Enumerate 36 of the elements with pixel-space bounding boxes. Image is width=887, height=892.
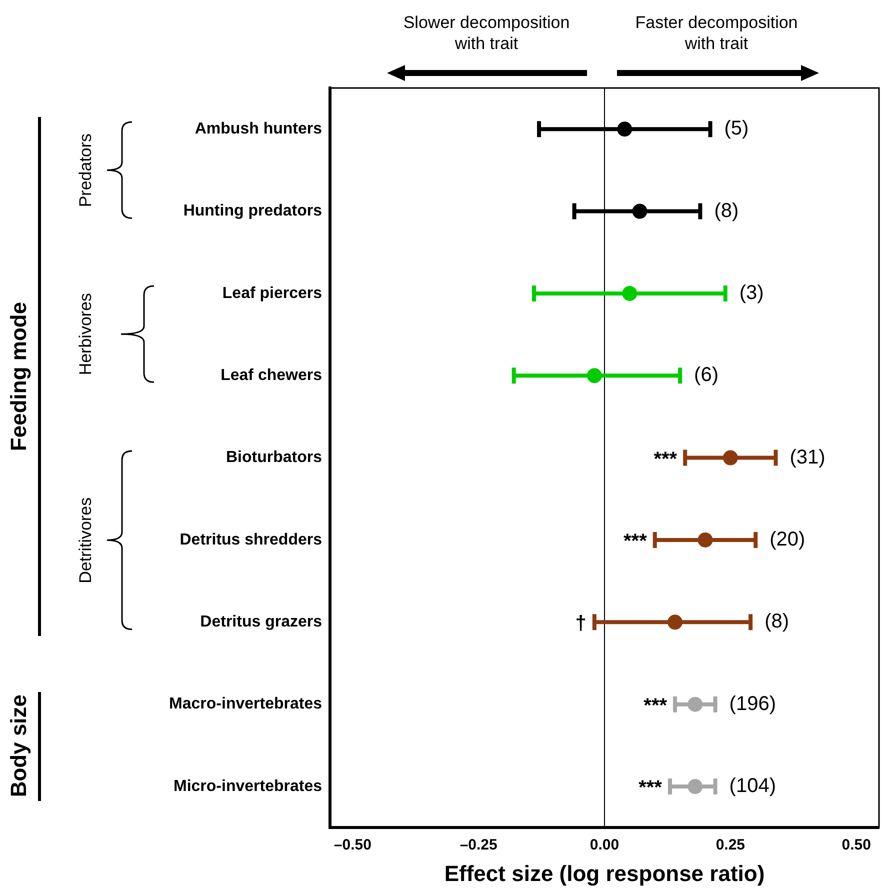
text: Body size xyxy=(6,694,32,800)
annotation: (5) xyxy=(724,118,749,140)
annotation: *** xyxy=(624,530,648,552)
text: Predators xyxy=(76,132,96,210)
text: Herbivores xyxy=(76,292,96,378)
annotation: (104) xyxy=(729,775,776,798)
annotation: (3) xyxy=(739,282,764,304)
y-tick-label: Leaf chewers xyxy=(220,367,322,384)
text: Faster decomposition with trait xyxy=(634,12,799,54)
annotation: † xyxy=(575,612,586,635)
x-tick-label: 0.50 xyxy=(842,836,871,854)
x-tick-label: 0.00 xyxy=(590,836,620,854)
annotation: (31) xyxy=(790,446,826,468)
text: Feeding mode xyxy=(6,301,32,454)
x-axis-title: Effect size (log response ratio) xyxy=(444,860,765,886)
y-tick-label: Detritus shredders xyxy=(180,531,322,548)
y-tick-label: Ambush hunters xyxy=(194,120,322,138)
annotation: (6) xyxy=(694,364,719,386)
annotation: (8) xyxy=(764,610,790,633)
x-tick-label: –0.50 xyxy=(334,836,372,854)
annotation: *** xyxy=(638,777,662,800)
annotation: (196) xyxy=(729,692,776,715)
y-tick-label: Micro-invertebrates xyxy=(174,778,322,795)
y-tick-label: Hunting predators xyxy=(183,202,322,220)
y-tick-label: Bioturbators xyxy=(226,449,322,466)
text: Slower decomposition with trait xyxy=(402,12,571,54)
y-tick-label: Macro-invertebrates xyxy=(169,696,322,713)
annotation: *** xyxy=(644,694,668,717)
x-tick-label: 0.25 xyxy=(716,836,746,854)
annotation: *** xyxy=(654,448,678,470)
x-tick-label: –0.25 xyxy=(460,836,498,854)
y-tick-label: Leaf piercers xyxy=(222,284,322,302)
y-tick-label: Detritus grazers xyxy=(200,614,322,631)
annotation: (8) xyxy=(714,200,739,222)
text: Detritivores xyxy=(76,496,96,585)
annotation: (20) xyxy=(770,528,806,550)
